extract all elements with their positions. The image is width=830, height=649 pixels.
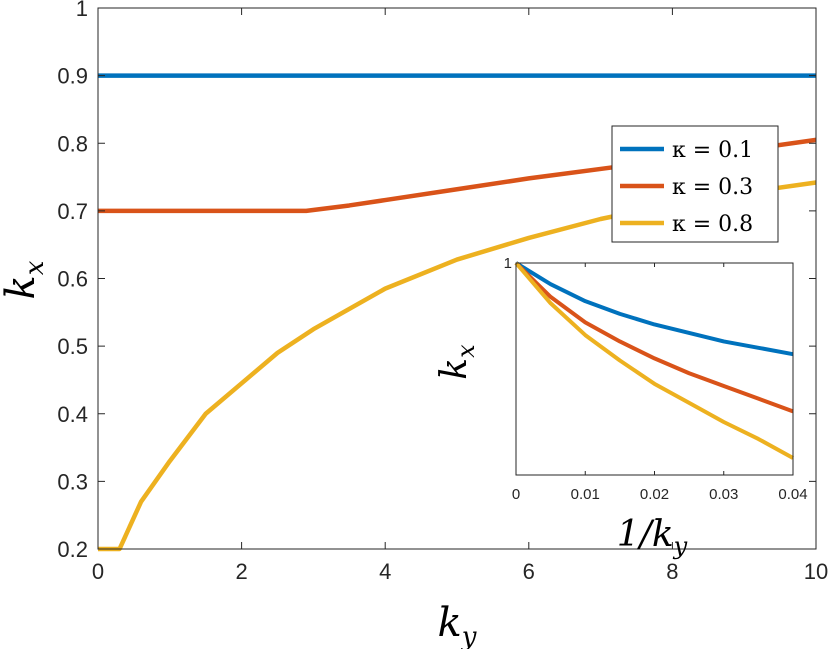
main-y-tick-label: 0.2 <box>57 537 88 562</box>
main-x-tick-label: 8 <box>666 559 678 584</box>
main-y-tick-label: 0.8 <box>57 131 88 156</box>
main-x-axis: 0 2 4 6 8 10 <box>92 8 828 584</box>
main-y-tick-label: 1 <box>76 0 88 21</box>
legend-label-2: κ = 0.3 <box>672 175 753 200</box>
main-y-tick-label: 0.9 <box>57 64 88 89</box>
main-y-tick-label: 0.6 <box>57 267 88 292</box>
inset-x-tick-label: 0.04 <box>778 486 807 503</box>
legend: κ = 0.1 κ = 0.3 κ = 0.8 <box>611 125 779 243</box>
inset-series-line-3 <box>514 261 794 460</box>
main-y-axis: 0.2 0.3 0.4 0.5 0.6 0.7 0.8 0.9 1 <box>57 0 816 562</box>
inset-series-group <box>514 261 794 460</box>
main-x-tick-label: 6 <box>523 559 535 584</box>
main-y-axis-label: kx <box>0 260 50 299</box>
inset-y-axis: 1 <box>504 255 793 272</box>
inset-x-tick-label: 0.02 <box>640 486 669 503</box>
inset-x-axis: 0 0.01 0.02 0.03 0.04 <box>512 263 808 503</box>
main-x-tick-label: 2 <box>235 559 247 584</box>
main-y-tick-label: 0.3 <box>57 469 88 494</box>
inset-x-tick-label: 0 <box>512 486 520 503</box>
legend-label-3: κ = 0.8 <box>672 212 753 237</box>
legend-label-1: κ = 0.1 <box>672 138 753 163</box>
inset-series-line-2 <box>514 261 794 414</box>
inset-x-tick-label: 0.01 <box>571 486 600 503</box>
main-x-tick-label: 4 <box>379 559 391 584</box>
main-y-tick-label: 0.5 <box>57 334 88 359</box>
inset-plot: 0 0.01 0.02 0.03 0.04 1 1/ky kx <box>434 255 808 560</box>
main-y-tick-label: 0.4 <box>57 402 88 427</box>
inset-y-tick-label: 1 <box>504 255 512 272</box>
main-x-tick-label: 10 <box>804 559 828 584</box>
main-y-tick-label: 0.7 <box>57 199 88 224</box>
inset-x-tick-label: 0.03 <box>709 486 738 503</box>
inset-series-line-1 <box>514 261 794 357</box>
inset-plot-area <box>516 263 793 475</box>
main-x-axis-label: ky <box>438 600 477 649</box>
main-x-tick-label: 0 <box>92 559 104 584</box>
